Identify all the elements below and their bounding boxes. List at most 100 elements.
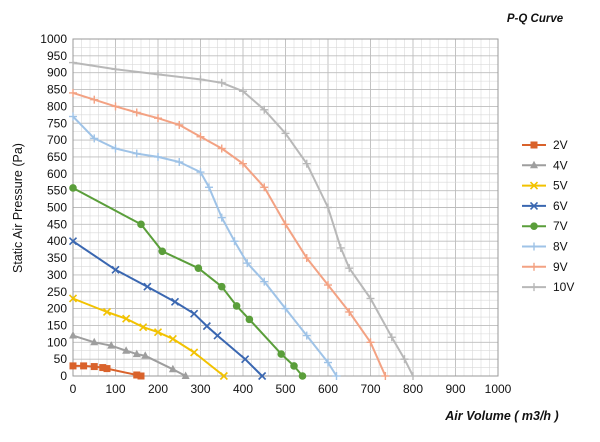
legend-marker <box>530 262 538 271</box>
legend-item: 8V <box>522 240 568 254</box>
data-point <box>168 364 177 373</box>
y-axis-label: Static Air Pressure (Pa) <box>11 143 25 273</box>
data-point <box>111 102 120 111</box>
data-point <box>190 348 199 357</box>
legend-marker <box>530 283 538 292</box>
data-point <box>111 144 120 153</box>
data-point <box>141 351 150 359</box>
x-axis-label: Air Volume ( m3/h ) <box>444 409 558 423</box>
data-point <box>122 314 131 323</box>
data-point <box>381 372 390 380</box>
data-point <box>196 75 205 84</box>
data-point <box>154 114 162 123</box>
data-point <box>324 358 332 367</box>
data-point <box>132 149 141 158</box>
series-group <box>68 58 417 381</box>
x-tick-label: 900 <box>445 382 465 396</box>
data-point <box>137 372 145 380</box>
series-2V <box>69 362 145 380</box>
y-tick-label: 200 <box>47 302 67 316</box>
legend-marker <box>530 160 538 169</box>
data-point <box>122 346 131 354</box>
data-point <box>111 265 120 274</box>
data-point <box>290 362 298 370</box>
series-6V <box>68 237 267 381</box>
data-point <box>102 307 112 317</box>
data-point <box>80 362 88 370</box>
data-point <box>90 337 99 346</box>
series-line <box>72 91 387 377</box>
legend-item: 7V <box>522 219 568 233</box>
data-point <box>90 363 98 371</box>
data-point <box>90 134 99 143</box>
x-tick-label: 1000 <box>485 382 512 396</box>
data-point <box>69 362 77 370</box>
series-9V <box>69 88 390 380</box>
data-point <box>281 220 290 229</box>
legend-label: 4V <box>553 158 568 172</box>
x-tick-label: 800 <box>403 382 423 396</box>
data-point <box>281 129 290 138</box>
data-point <box>324 281 332 290</box>
series-4V <box>69 331 190 379</box>
data-point <box>332 372 341 380</box>
legend-marker <box>530 141 538 149</box>
y-tick-label: 1000 <box>40 32 67 46</box>
data-point <box>213 331 222 340</box>
data-point <box>302 254 311 263</box>
x-tick-label: 400 <box>233 382 253 396</box>
x-tick-label: 300 <box>190 382 210 396</box>
y-tick-label: 450 <box>47 217 67 231</box>
data-point <box>196 132 205 141</box>
legend-label: 7V <box>553 219 568 233</box>
data-point <box>154 70 162 79</box>
data-point <box>345 307 354 316</box>
data-point <box>168 334 177 343</box>
data-point <box>107 341 116 349</box>
x-tick-label: 700 <box>360 382 380 396</box>
grid <box>72 38 499 377</box>
data-point <box>69 88 77 97</box>
data-point <box>90 95 99 104</box>
legend-item: 5V <box>522 179 568 193</box>
data-point <box>217 78 226 87</box>
data-point <box>217 213 226 222</box>
series-5V <box>68 294 228 381</box>
data-point <box>258 371 267 381</box>
data-point <box>153 328 163 337</box>
data-point <box>154 152 162 161</box>
data-point <box>143 282 152 291</box>
legend-item: 10V <box>522 280 574 294</box>
series-line <box>72 334 187 377</box>
y-tick-label: 400 <box>47 234 67 248</box>
x-tick-label: 600 <box>318 382 338 396</box>
y-tick-label: 750 <box>47 116 67 130</box>
data-point <box>170 297 180 306</box>
data-point <box>194 264 203 272</box>
data-point <box>260 105 269 114</box>
data-point <box>366 338 375 347</box>
legend-label: 9V <box>553 260 568 274</box>
data-point <box>69 58 77 67</box>
data-point <box>245 315 254 324</box>
data-point <box>217 282 226 291</box>
y-tick-label: 150 <box>47 318 67 332</box>
data-point <box>158 247 167 256</box>
data-point <box>132 108 141 117</box>
y-tick-label: 500 <box>47 201 67 215</box>
y-tick-label: 0 <box>60 369 67 383</box>
legend-label: 10V <box>553 280 574 294</box>
plot-frame <box>72 38 499 377</box>
data-point <box>219 371 228 381</box>
data-point <box>69 331 77 339</box>
x-tick-label: 100 <box>105 382 125 396</box>
y-tick-label: 300 <box>47 268 67 282</box>
x-tick-label: 0 <box>70 382 77 396</box>
data-point <box>132 349 141 358</box>
data-point <box>137 220 145 229</box>
data-point <box>69 112 77 121</box>
data-point <box>68 294 78 303</box>
data-point <box>345 264 354 273</box>
legend-item: 9V <box>522 260 568 274</box>
